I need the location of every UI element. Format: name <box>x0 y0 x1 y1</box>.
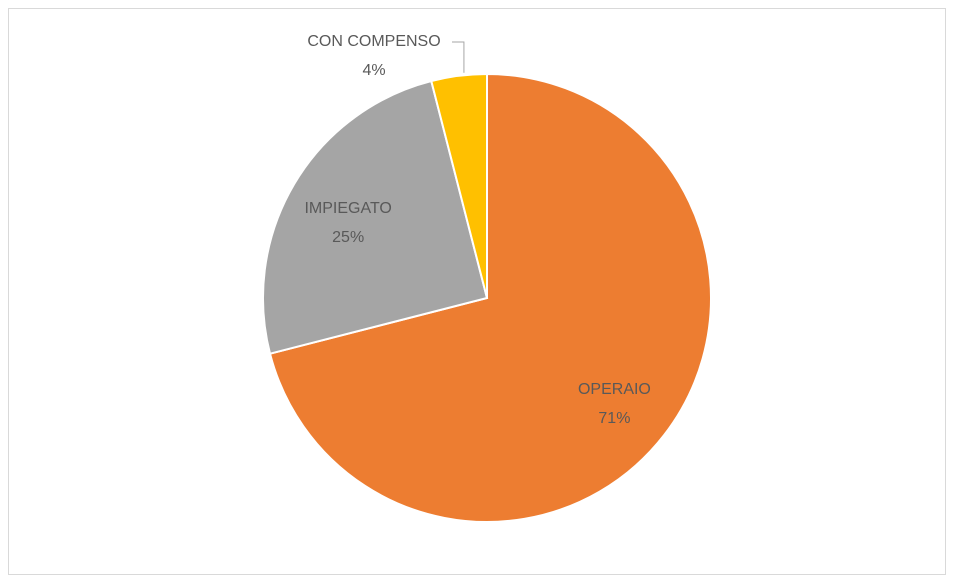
data-label-name: OPERAIO <box>578 381 651 398</box>
pie-slice <box>268 72 712 523</box>
leader-line <box>452 41 465 73</box>
pie-slice <box>262 79 489 355</box>
pie-slice <box>430 72 488 299</box>
data-label-name: IMPIEGATO <box>304 200 391 217</box>
data-label-name: CON COMPENSO <box>307 33 440 50</box>
data-label-value: 25% <box>332 229 364 246</box>
data-label-value: 4% <box>362 62 385 79</box>
data-label-value: 71% <box>598 410 630 427</box>
